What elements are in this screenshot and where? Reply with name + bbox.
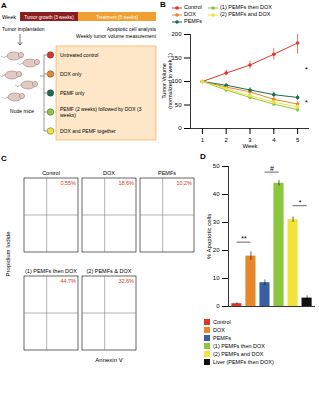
svg-text:Tumor Volume: Tumor Volume: [161, 63, 167, 99]
svg-text:% Apoptotic cells: % Apoptotic cells: [206, 214, 212, 259]
html-text:Control: Control: [213, 319, 231, 325]
svg-text:10: 10: [213, 275, 220, 281]
svg-text:30: 30: [213, 219, 220, 225]
svg-text:100: 100: [171, 78, 182, 85]
svg-text:DOX: DOX: [103, 170, 115, 176]
svg-text:10.2%: 10.2%: [176, 180, 192, 186]
svg-text:DOX and PEMF together: DOX and PEMF together: [60, 128, 116, 134]
svg-text:150: 150: [171, 54, 182, 61]
svg-text:*: *: [305, 98, 308, 107]
svg-text:Treatment (5 weeks): Treatment (5 weeks): [96, 15, 138, 20]
html-text:(1) PEMFs then DOX: (1) PEMFs then DOX: [213, 343, 265, 349]
svg-text:*: *: [305, 65, 308, 74]
svg-text:(2) PEMFs & DOX: (2) PEMFs & DOX: [87, 268, 132, 274]
svg-text:Nude mice: Nude mice: [10, 108, 34, 114]
svg-text:**: **: [241, 235, 247, 242]
svg-text:#: #: [270, 165, 274, 172]
html-text:PEMFs: PEMFs: [184, 18, 202, 24]
svg-text:Tumor growth (3 weeks): Tumor growth (3 weeks): [24, 15, 74, 20]
html-text:(2) PEMFs and DOX: (2) PEMFs and DOX: [213, 351, 264, 357]
html-text:DOX: DOX: [184, 11, 196, 17]
svg-text:A: A: [1, 1, 7, 10]
svg-text:PEMF (2 weeks) followed by DOX: PEMF (2 weeks) followed by DOX (3: [60, 105, 142, 112]
svg-text:18.6%: 18.6%: [118, 180, 134, 186]
svg-text:Weekly tumor volume measuremen: Weekly tumor volume measurement: [76, 33, 157, 39]
svg-text:4: 4: [272, 137, 276, 143]
svg-text:50: 50: [175, 102, 182, 108]
svg-text:Propidium Iodide: Propidium Iodide: [5, 231, 11, 277]
svg-text:0.55%: 0.55%: [60, 180, 76, 186]
svg-text:1: 1: [201, 137, 205, 143]
svg-text:Tumor implantation: Tumor implantation: [2, 26, 45, 32]
html-text:(2) PEMFs and DOX: (2) PEMFs and DOX: [220, 11, 271, 17]
svg-text:Untreated control: Untreated control: [60, 52, 98, 58]
svg-text:Annexin V: Annexin V: [95, 357, 122, 363]
svg-text:200: 200: [171, 31, 182, 37]
svg-text:Control: Control: [42, 170, 60, 176]
html-text:PEMFs: PEMFs: [213, 335, 231, 341]
html-text:D: D: [200, 152, 206, 161]
svg-text:DOX only: DOX only: [60, 71, 82, 77]
svg-text:2: 2: [225, 137, 229, 143]
svg-text:Week: Week: [242, 143, 258, 149]
svg-text:Apoptotic cell analysis: Apoptotic cell analysis: [107, 26, 157, 32]
html-text:Liver (PEMFs then DOX): Liver (PEMFs then DOX): [213, 359, 274, 365]
svg-text:PEMFs: PEMFs: [158, 170, 176, 176]
svg-text:C: C: [1, 154, 7, 163]
svg-text:40: 40: [213, 191, 220, 197]
svg-text:32.6%: 32.6%: [118, 278, 134, 284]
svg-text:0: 0: [178, 125, 182, 131]
svg-text:PEMF only: PEMF only: [60, 90, 85, 96]
svg-text:0: 0: [216, 303, 220, 309]
svg-text:3: 3: [248, 136, 252, 143]
html-text:B: B: [160, 0, 166, 9]
html-text:(1) PEMFs then DOX: (1) PEMFs then DOX: [220, 4, 272, 10]
html-text:Control: Control: [184, 4, 202, 10]
html-text:DOX: DOX: [213, 327, 225, 333]
svg-text:20: 20: [213, 247, 220, 253]
svg-text:*: *: [299, 199, 302, 206]
svg-text:(normalized to week 1): (normalized to week 1): [167, 53, 173, 109]
svg-text:44.7%: 44.7%: [60, 278, 76, 284]
svg-text:weeks): weeks): [60, 112, 76, 118]
svg-text:50: 50: [213, 163, 220, 169]
svg-text:5: 5: [296, 137, 300, 143]
svg-text:Week: Week: [2, 14, 16, 20]
svg-text:(1) PEMFs then DOX: (1) PEMFs then DOX: [25, 268, 77, 274]
